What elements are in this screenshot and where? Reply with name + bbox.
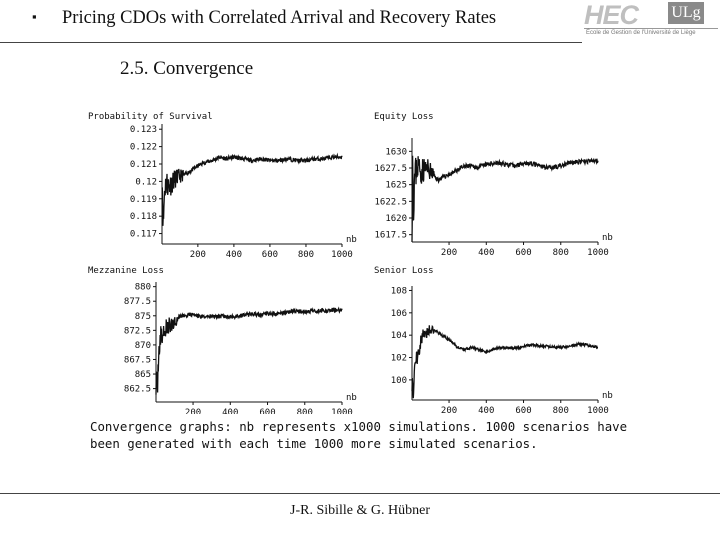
y-tick-label: 865 <box>135 370 151 380</box>
chart-title: Equity Loss <box>374 112 434 122</box>
slide-title: Pricing CDOs with Correlated Arrival and… <box>62 8 497 28</box>
x-axis-label: nb <box>602 391 613 401</box>
y-tick-label: 1627.5 <box>374 164 407 174</box>
chart-title: Mezzanine Loss <box>88 266 164 276</box>
x-tick-label: 800 <box>297 408 313 414</box>
chart-panel-2: Equity Loss 200 400 600 800 1000 nb 1630 1627.5 1… <box>374 112 613 258</box>
y-tick-label: 0.121 <box>130 160 157 170</box>
figure-caption: Convergence graphs: nb represents x1000 … <box>90 418 630 452</box>
x-tick-label: 200 <box>190 250 206 260</box>
y-tick-label: 0.12 <box>135 177 157 187</box>
x-axis-label: nb <box>346 235 357 245</box>
y-tick-label: 0.122 <box>130 143 157 153</box>
y-tick-label: 872.5 <box>124 326 151 336</box>
y-tick-label: 102 <box>391 354 407 364</box>
header-divider <box>0 42 582 43</box>
x-tick-label: 600 <box>259 408 275 414</box>
y-tick-label: 0.123 <box>130 125 157 135</box>
y-tick-label: 877.5 <box>124 297 151 307</box>
y-tick-label: 867.5 <box>124 355 151 365</box>
logo-subtitle: École de Gestion de l'Université de Lièg… <box>586 30 696 36</box>
y-tick-label: 1622.5 <box>374 197 407 207</box>
chart-panel-3: Mezzanine Loss 200 400 600 800 1000 nb 880 877.5… <box>88 266 357 418</box>
x-tick-label: 400 <box>478 406 494 414</box>
x-tick-label: 200 <box>441 248 457 258</box>
x-tick-label: 400 <box>478 248 494 258</box>
logo-divider <box>584 28 718 29</box>
x-tick-label: 800 <box>553 248 569 258</box>
x-tick-label: 600 <box>515 248 531 258</box>
series-line <box>411 155 599 243</box>
x-tick-label: 800 <box>298 250 314 260</box>
x-axis-label: nb <box>346 393 357 403</box>
y-tick-label: 870 <box>135 341 151 351</box>
y-tick-label: 108 <box>391 286 407 296</box>
caption-line-2: been generated with each time 1000 more … <box>90 436 538 451</box>
chart-panel-4: Senior Loss 200 400 600 800 1000 nb 108 106 104 10… <box>374 266 613 416</box>
y-tick-label: 0.119 <box>130 195 157 205</box>
y-tick-label: 0.118 <box>130 212 157 222</box>
convergence-plots-svg: Probability of Survival 200 400 600 800 1000 n… <box>88 112 613 418</box>
y-tick-label: 875 <box>135 312 151 322</box>
series-line <box>411 324 599 399</box>
chart-title: Probability of Survival <box>88 112 213 122</box>
x-tick-label: 200 <box>185 408 201 414</box>
bullet-marker: ▪ <box>32 9 37 24</box>
y-tick-label: 862.5 <box>124 385 151 395</box>
y-tick-label: 0.117 <box>130 230 157 240</box>
x-tick-label: 1000 <box>331 250 353 260</box>
x-tick-label: 1000 <box>587 406 609 414</box>
x-axis-label: nb <box>602 233 613 243</box>
chart-title: Senior Loss <box>374 266 434 276</box>
x-tick-label: 1000 <box>331 408 353 414</box>
logo-hec-text: HEC <box>584 0 639 30</box>
y-tick-label: 1620 <box>385 214 407 224</box>
logo-ulg-badge: ULg <box>668 2 704 24</box>
chart-panel-1: Probability of Survival 200 400 600 800 1000 n… <box>88 112 357 260</box>
series-line <box>155 306 343 395</box>
caption-line-1: Convergence graphs: nb represents x1000 … <box>90 419 628 434</box>
x-tick-label: 400 <box>226 250 242 260</box>
y-tick-label: 1625 <box>385 181 407 191</box>
y-tick-label: 1617.5 <box>374 231 407 241</box>
hec-ulg-logo: HEC ULg École de Gestion de l'Université… <box>582 0 720 42</box>
y-tick-label: 106 <box>391 309 407 319</box>
x-tick-label: 400 <box>222 408 238 414</box>
y-tick-label: 104 <box>391 331 407 341</box>
x-tick-label: 600 <box>262 250 278 260</box>
convergence-graphs: Probability of Survival 200 400 600 800 1000 n… <box>86 104 634 418</box>
section-title: 2.5. Convergence <box>120 58 254 79</box>
x-tick-label: 200 <box>441 406 457 414</box>
series-line <box>161 152 343 226</box>
y-tick-label: 880 <box>135 283 151 293</box>
x-tick-label: 800 <box>553 406 569 414</box>
y-tick-label: 100 <box>391 376 407 386</box>
x-tick-label: 1000 <box>587 248 609 258</box>
footer-divider <box>0 493 720 494</box>
footer-authors: J-R. Sibille & G. Hübner <box>290 503 430 518</box>
x-tick-label: 600 <box>515 406 531 414</box>
y-tick-label: 1630 <box>385 147 407 157</box>
